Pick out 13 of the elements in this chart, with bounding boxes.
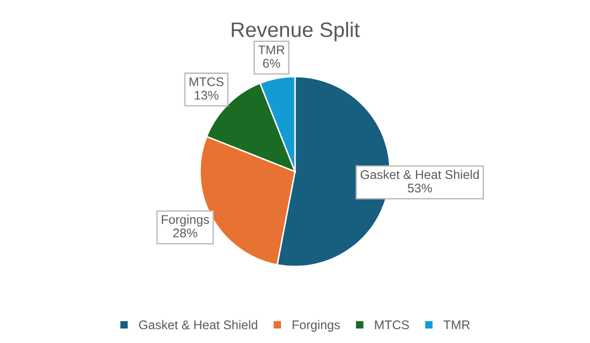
legend-label: Forgings [292, 320, 340, 332]
data-label: 28% [173, 228, 198, 238]
legend-label: Gasket & Heat Shield [139, 320, 258, 330]
legend-label: TMR [444, 320, 470, 330]
data-label: 6% [263, 58, 280, 68]
slice-label: Forgings [162, 214, 209, 226]
legend-label: MTCS [375, 320, 409, 330]
chart-title: Revenue Split [232, 22, 360, 42]
data-label: 13% [194, 90, 218, 100]
data-label: 53% [408, 184, 432, 192]
slice-label: MTCS [190, 77, 224, 86]
slice-label: TMR [258, 46, 284, 54]
slice-label: Gasket & Heat Shield [360, 170, 479, 180]
